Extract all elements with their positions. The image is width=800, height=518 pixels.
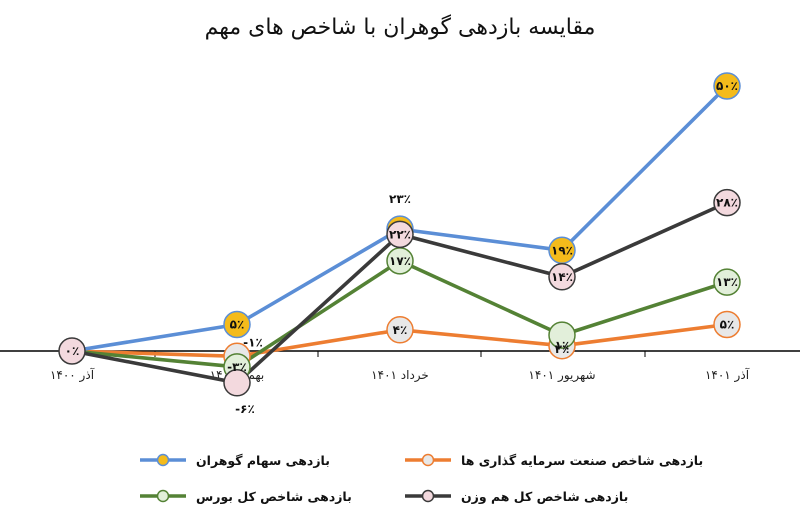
legend-label: بازدهی سهام گوهران xyxy=(196,453,330,469)
data-labels: ۵٪ ۲۳٪ ۱۹٪ ۵۰٪ -۱٪ ۴٪ ۱٪ ۵٪ -۳٪ ۱۷٪ ۳٪ ۱۳٪ ۰٪ -۶٪ ۲۲٪ ۱… xyxy=(65,79,738,416)
data-label: ۲۲٪ xyxy=(389,227,411,241)
chart-title: مقایسه بازدهی گوهران با شاخص های مهم xyxy=(205,14,596,40)
legend-swatch-marker xyxy=(421,453,435,467)
data-point xyxy=(223,310,251,339)
data-point xyxy=(386,316,414,344)
legend: بازدهی سهام گوهران بازدهی شاخص صنعت سرمای… xyxy=(140,453,703,504)
data-label: ۱۹٪ xyxy=(551,243,573,257)
data-label: ۳٪ xyxy=(555,342,570,356)
legend-item: بازدهی شاخص صنعت سرمایه گذاری ها xyxy=(405,453,703,468)
legend-label: بازدهی شاخص کل هم وزن xyxy=(461,489,628,504)
data-point xyxy=(713,72,741,100)
data-label: ۱۷٪ xyxy=(389,254,411,268)
data-point xyxy=(386,220,414,249)
data-point xyxy=(223,369,251,397)
x-axis: آذر ۱۴۰۰ بهمن ۱۴۰۰ خرداد ۱۴۰۱ شهریور ۱۴۰۱ آذ… xyxy=(0,350,800,383)
legend-item: بازدهی شاخص کل بورس xyxy=(140,489,352,504)
data-label: ۲۳٪ xyxy=(389,192,411,206)
legend-label: بازدهی شاخص کل بورس xyxy=(196,489,352,504)
data-label: ۱۳٪ xyxy=(716,275,738,289)
data-label: ۱۴٪ xyxy=(551,270,573,284)
x-tick-label: شهریور ۱۴۰۱ xyxy=(528,368,595,383)
legend-swatch-marker xyxy=(156,453,170,467)
data-label: -۱٪ xyxy=(243,335,263,349)
x-tick-label: آذر ۱۴۰۱ xyxy=(705,367,750,383)
data-label: -۶٪ xyxy=(235,402,255,416)
data-point xyxy=(713,268,741,296)
data-label: ۵٪ xyxy=(720,318,735,332)
data-label: ۴٪ xyxy=(393,323,408,337)
data-point xyxy=(713,310,741,339)
data-label: -۳٪ xyxy=(227,360,247,374)
legend-item: بازدهی شاخص کل هم وزن xyxy=(405,489,628,504)
data-point xyxy=(58,337,86,365)
x-tick-label: آذر ۱۴۰۰ xyxy=(50,367,95,383)
data-point xyxy=(713,188,741,217)
legend-item: بازدهی سهام گوهران xyxy=(140,453,330,469)
legend-label: بازدهی شاخص صنعت سرمایه گذاری ها xyxy=(461,453,703,468)
series-layer xyxy=(58,72,741,397)
data-point xyxy=(548,321,576,349)
legend-swatch-marker xyxy=(156,489,170,503)
data-label: ۵۰٪ xyxy=(716,79,738,93)
data-point xyxy=(548,263,576,291)
x-tick-label: خرداد ۱۴۰۱ xyxy=(371,368,429,383)
legend-swatch-marker xyxy=(421,489,435,503)
data-label: ۱٪ xyxy=(555,339,570,353)
data-label: ۰٪ xyxy=(65,344,80,358)
data-label: ۲۸٪ xyxy=(716,196,738,210)
data-label: ۵٪ xyxy=(230,318,245,332)
